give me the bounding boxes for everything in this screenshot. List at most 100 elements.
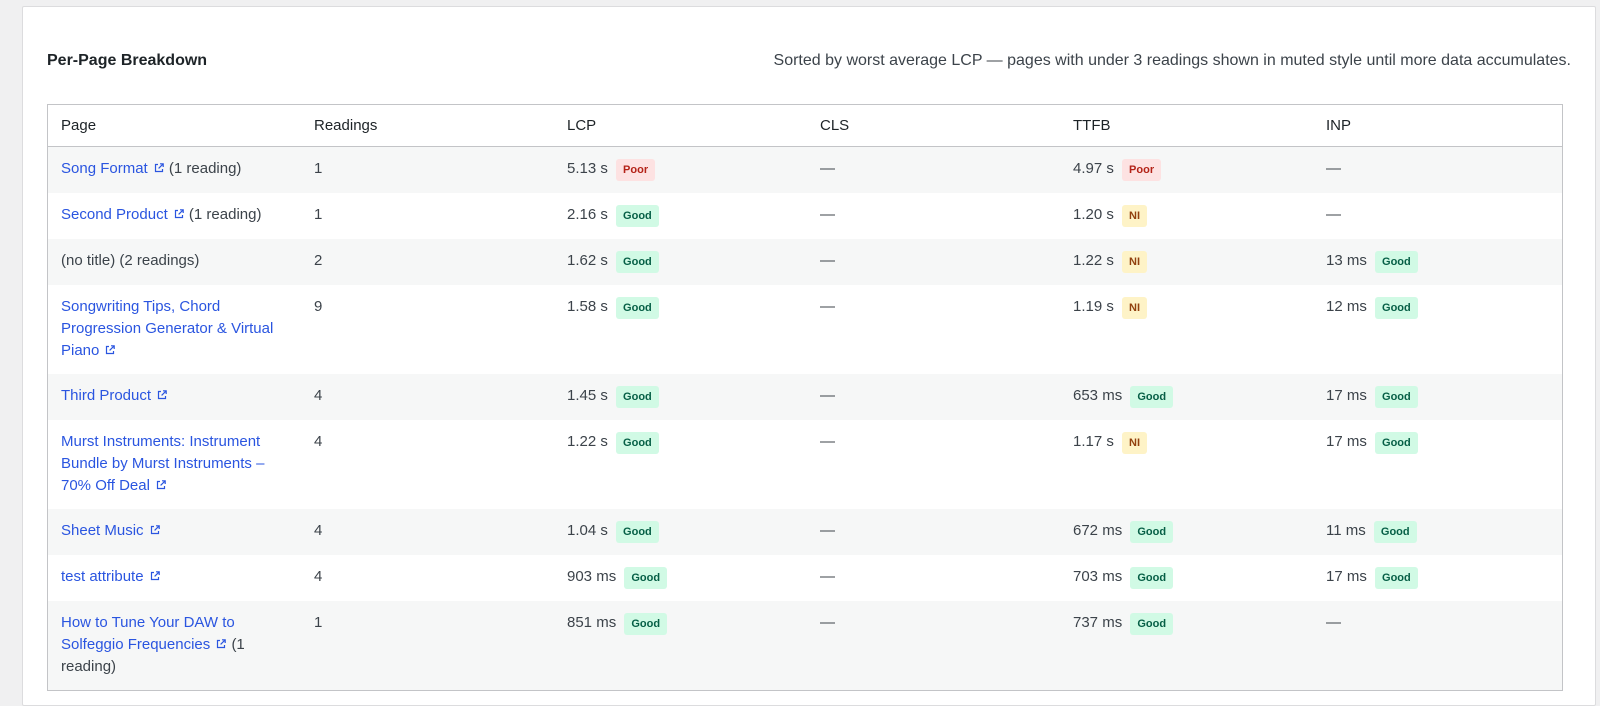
lcp-value: 1.04 s [567,522,608,539]
cell-lcp: 1.58 s Good [554,285,807,374]
lcp-rating-badge: Good [616,251,659,273]
cell-readings: 1 [314,614,323,631]
cell-lcp: 903 ms Good [554,555,807,601]
ttfb-rating-badge: NI [1122,432,1148,454]
ttfb-rating-badge: NI [1122,297,1148,319]
page-link[interactable]: Third Product [61,387,168,404]
page-link[interactable]: Murst Instruments: Instrument Bundle by … [61,433,264,494]
cell-cls: — [807,601,1060,690]
inp-value: 11 ms [1326,522,1366,539]
external-link-icon[interactable] [155,476,167,490]
external-link-icon[interactable] [153,159,165,173]
lcp-rating-badge: Good [616,432,659,454]
page-title-text: Song Format [61,160,148,177]
lcp-value: 5.13 s [567,160,608,177]
external-link-icon[interactable] [149,567,161,581]
page-link[interactable]: How to Tune Your DAW to Solfeggio Freque… [61,614,235,653]
table-row: test attribute 4 903 ms Good —703 ms Good 17… [48,555,1562,601]
cell-inp: 12 ms Good [1313,285,1562,374]
lcp-rating-badge: Good [616,521,659,543]
ttfb-value: 653 ms [1073,387,1123,404]
column-header-readings: Readings [301,105,554,147]
table-row: (no title) (2 readings) 2 1.62 s Good — 1.22… [48,239,1562,285]
lcp-value: 851 ms [567,614,617,631]
cell-ttfb: 1.22 s NI [1060,239,1313,285]
page-link[interactable]: Sheet Music [61,522,161,539]
inp-rating-badge: Good [1375,386,1418,408]
inp-empty-value: — [1326,614,1341,631]
cell-ttfb: 737 ms Good [1060,601,1313,690]
lcp-value: 1.58 s [567,298,608,315]
cls-empty-value: — [820,160,835,177]
cell-readings: 2 [314,252,323,269]
page-link[interactable]: Songwriting Tips, Chord Progression Gene… [61,298,273,359]
inp-rating-badge: Good [1375,251,1418,273]
cell-cls: — [807,239,1060,285]
breakdown-table: Page Readings LCP CLS TTFB INP Song Form… [48,105,1562,690]
ttfb-value: 4.97 s [1073,160,1114,177]
lcp-value: 1.62 s [567,252,608,269]
external-link-icon[interactable] [156,386,168,400]
cell-readings: 1 [314,206,323,223]
cell-cls: — [807,374,1060,420]
cell-inp: 13 ms Good [1313,239,1562,285]
lcp-rating-badge: Good [616,386,659,408]
cell-lcp: 1.45 s Good [554,374,807,420]
page-link[interactable]: Second Product [61,206,185,223]
cell-inp: — [1313,193,1562,239]
ttfb-rating-badge: NI [1122,251,1148,273]
cell-cls: — [807,147,1060,194]
external-link-icon[interactable] [173,205,185,219]
cell-lcp: 1.04 s Good [554,509,807,555]
cell-ttfb: 703 ms Good [1060,555,1313,601]
page-title-text: Third Product [61,387,152,404]
external-link-icon[interactable] [149,521,161,535]
ttfb-rating-badge: NI [1122,205,1148,227]
inp-rating-badge: Good [1375,297,1418,319]
cell-page: Murst Instruments: Instrument Bundle by … [48,420,301,509]
lcp-rating-badge: Good [624,567,668,589]
ttfb-value: 1.19 s [1073,298,1114,315]
cell-readings: 4 [314,387,323,404]
table-row: How to Tune Your DAW to Solfeggio Freque… [48,601,1562,690]
breakdown-table-wrapper: Page Readings LCP CLS TTFB INP Song Form… [47,104,1563,691]
cell-cls: — [807,555,1060,601]
cls-empty-value: — [820,298,835,315]
lcp-value: 2.16 s [567,206,608,223]
page-title-text: Murst Instruments: Instrument Bundle by … [61,433,265,494]
ttfb-rating-badge: Good [1130,386,1174,408]
external-link-icon[interactable] [215,635,227,649]
table-row: Murst Instruments: Instrument Bundle by … [48,420,1562,509]
ttfb-value: 672 ms [1073,522,1123,539]
reading-count-note: (1 reading) [188,206,262,223]
cell-page: Sheet Music [48,509,301,555]
cell-lcp: 2.16 s Good [554,193,807,239]
cell-readings: 4 [314,433,323,450]
cell-inp: — [1313,601,1562,690]
cell-cls: — [807,509,1060,555]
header-row: Page Readings LCP CLS TTFB INP [48,105,1562,147]
column-header-cls: CLS [807,105,1060,147]
external-link-icon[interactable] [104,341,116,355]
lcp-value: 903 ms [567,568,617,585]
inp-rating-badge: Good [1375,432,1418,454]
ttfb-value: 737 ms [1073,614,1123,631]
table-row: Song Format (1 reading) 1 5.13 s Poor — 4.97… [48,146,1562,194]
reading-count-note: (1 reading) [61,636,245,675]
cell-lcp: 851 ms Good [554,601,807,690]
panel-header: Per-Page Breakdown Sorted by worst avera… [47,47,1571,75]
ttfb-rating-badge: Good [1130,521,1174,543]
cls-empty-value: — [820,522,835,539]
cell-page: Third Product [48,374,301,420]
inp-value: 17 ms [1326,433,1367,450]
sort-note: Sorted by worst average LCP — pages with… [773,52,1571,69]
page-link[interactable]: test attribute [61,568,161,585]
cell-inp: 17 ms Good [1313,555,1562,601]
cell-ttfb: 1.19 s NI [1060,285,1313,374]
cell-cls: — [807,420,1060,509]
cell-readings: 4 [314,568,323,585]
page-title-text: (no title) [61,252,116,269]
inp-value: 17 ms [1326,568,1367,585]
page-link[interactable]: Song Format [61,160,165,177]
cell-ttfb: 672 ms Good [1060,509,1313,555]
